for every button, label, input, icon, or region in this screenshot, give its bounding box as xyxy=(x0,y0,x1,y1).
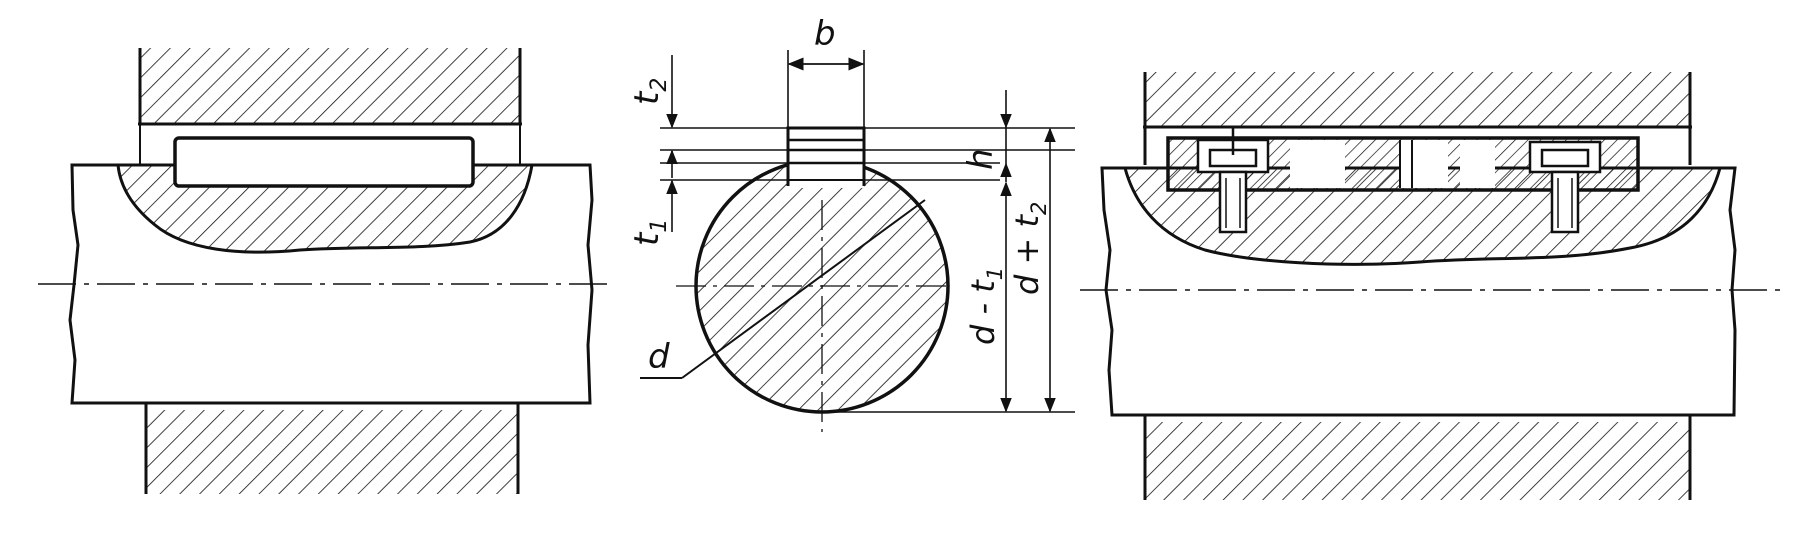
screw-shank-left xyxy=(1218,170,1248,234)
right-hub-bottom xyxy=(1145,422,1690,500)
right-hub-top xyxy=(1145,72,1690,127)
left-hub-top xyxy=(140,48,520,124)
label-h: h xyxy=(961,148,1001,170)
right-shaft xyxy=(1100,166,1737,417)
label-d: d xyxy=(648,337,670,377)
screw-shank-right xyxy=(1550,170,1580,234)
label-t2: t2 xyxy=(627,78,672,105)
left-view xyxy=(38,48,612,494)
label-t1: t1 xyxy=(627,219,672,246)
middle-view: d b t2 t1 h d - t1 xyxy=(627,14,1075,432)
label-b: b xyxy=(814,14,836,54)
left-hub-bottom xyxy=(146,410,518,494)
label-d-plus-t2: d + t2 xyxy=(1008,202,1051,295)
screw-head-right xyxy=(1540,148,1590,168)
label-d-minus-t1: d - t1 xyxy=(964,267,1007,345)
left-feather-key xyxy=(173,136,475,188)
left-shaft xyxy=(68,163,594,405)
right-view xyxy=(1080,72,1780,500)
